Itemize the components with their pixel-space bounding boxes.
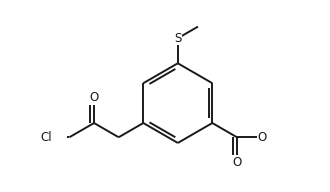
Text: O: O (257, 131, 267, 144)
Text: O: O (232, 156, 242, 169)
Text: O: O (89, 92, 99, 104)
Text: Cl: Cl (41, 131, 52, 144)
Text: S: S (174, 32, 182, 45)
